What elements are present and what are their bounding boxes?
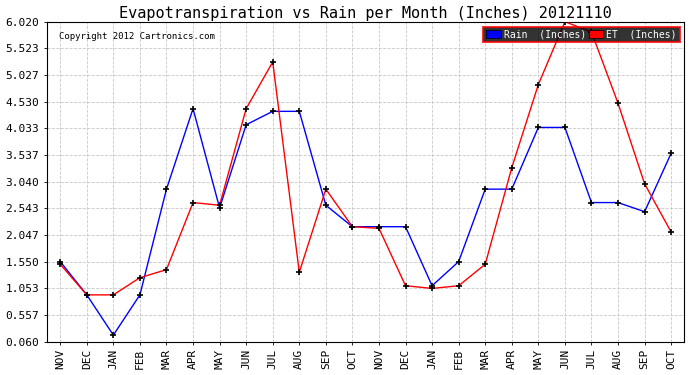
Text: Copyright 2012 Cartronics.com: Copyright 2012 Cartronics.com — [59, 32, 215, 41]
Legend: Rain  (Inches), ET  (Inches): Rain (Inches), ET (Inches) — [483, 27, 680, 42]
Title: Evapotranspiration vs Rain per Month (Inches) 20121110: Evapotranspiration vs Rain per Month (In… — [119, 6, 612, 21]
